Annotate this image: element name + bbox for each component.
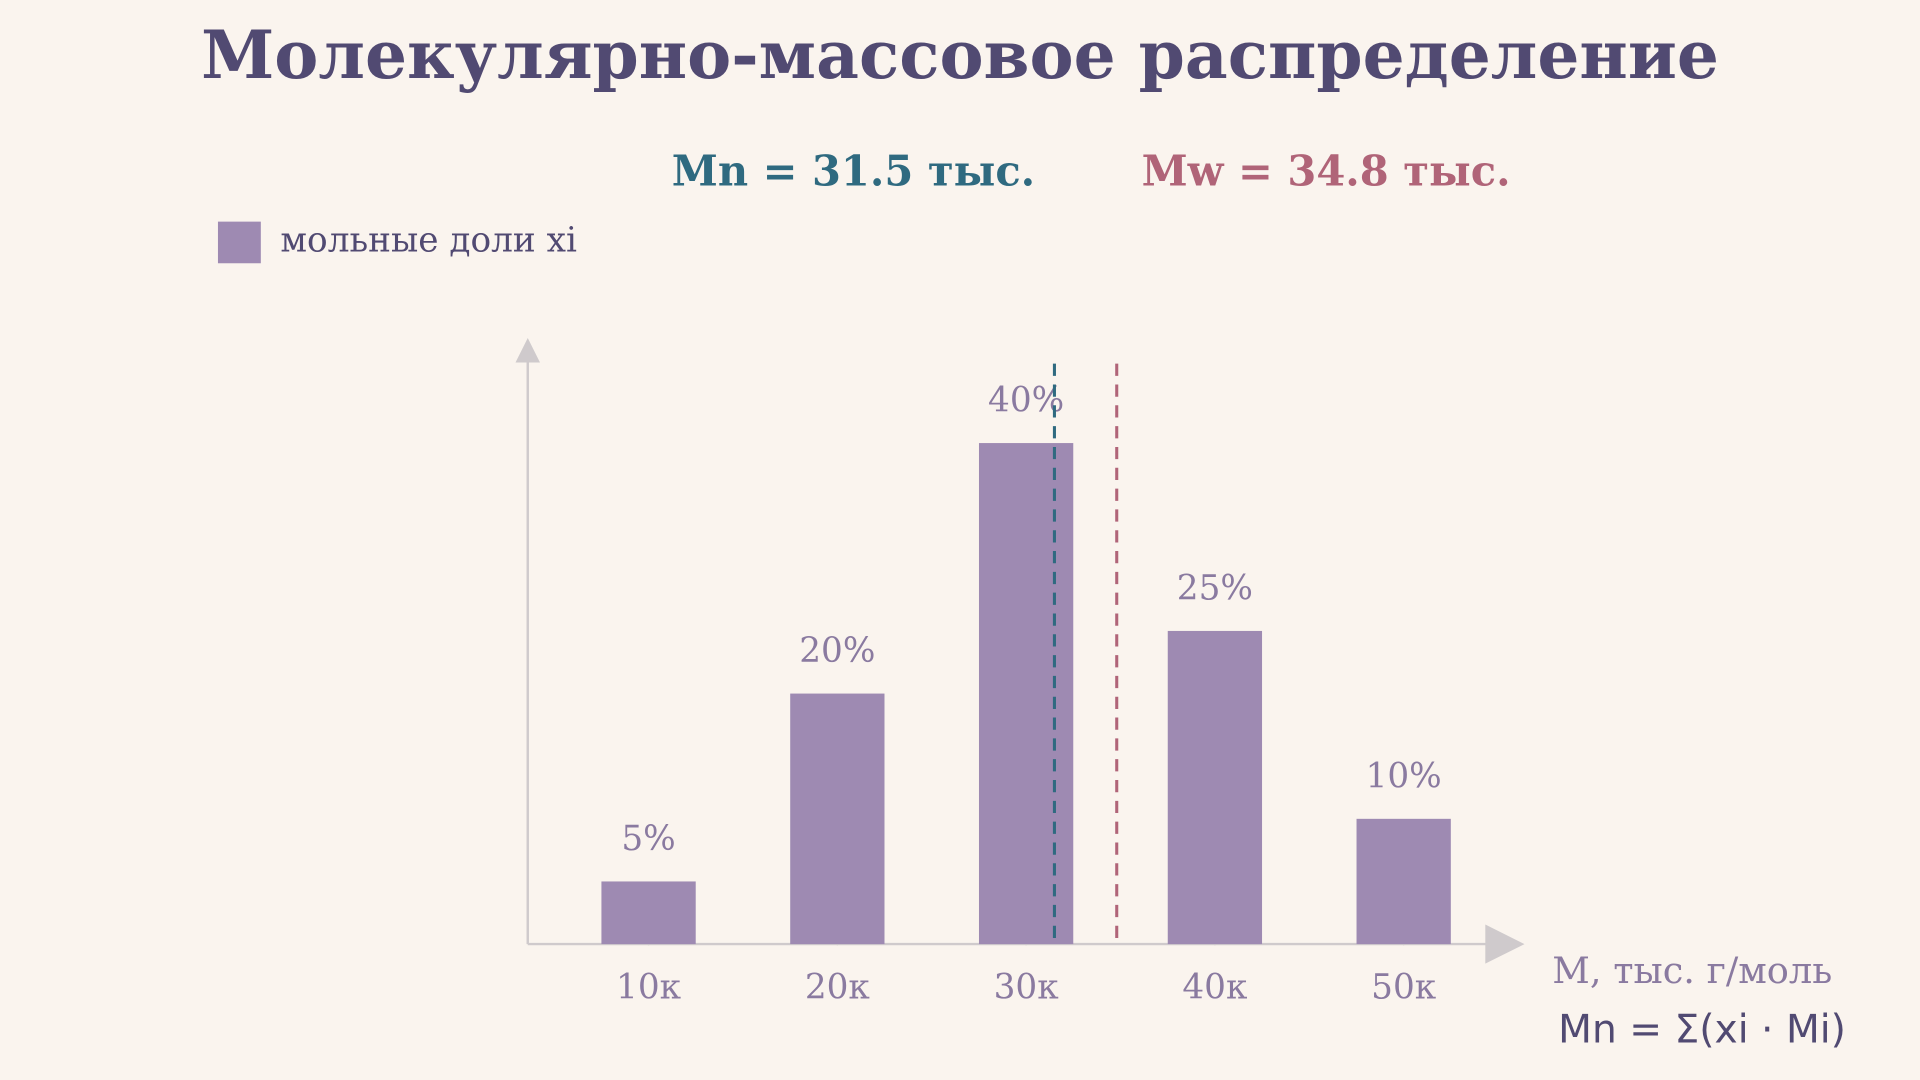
legend-swatch [217, 221, 261, 264]
bar [601, 881, 696, 945]
bar [790, 693, 885, 945]
annotation-label: Mw = 34.8 тыс. [1142, 147, 1511, 196]
annotation-label: Mn = 31.5 тыс. [672, 147, 1035, 196]
formula: Mn = Σ(xi · Mi) [1558, 1008, 1846, 1053]
x-tick-label: 30к [994, 967, 1059, 1007]
value-label: 5% [621, 819, 675, 859]
bar [978, 443, 1074, 945]
legend-label: мольные доли xi [280, 220, 577, 260]
value-label: 20% [799, 631, 875, 671]
value-label: 10% [1366, 756, 1442, 796]
x-axis-arrow [1485, 924, 1525, 964]
value-label: 40% [988, 381, 1064, 421]
value-label: 25% [1177, 569, 1253, 609]
x-tick-label: 50к [1371, 967, 1436, 1007]
x-tick-label: 20к [805, 967, 870, 1007]
x-tick-label: 40к [1182, 967, 1247, 1007]
bar [1167, 630, 1263, 945]
x-tick-label: 10к [616, 967, 681, 1007]
x-axis-label: M, тыс. г/моль [1552, 949, 1832, 992]
chart-title: Молекулярно-массовое распределение [201, 16, 1719, 94]
y-axis-arrow [515, 337, 540, 363]
bar [1356, 818, 1451, 945]
